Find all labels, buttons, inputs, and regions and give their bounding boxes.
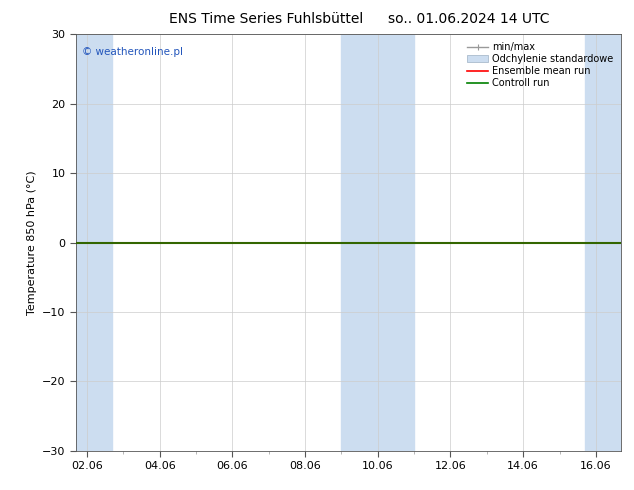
Y-axis label: Temperature 850 hPa (°C): Temperature 850 hPa (°C)	[27, 170, 37, 315]
Text: © weatheronline.pl: © weatheronline.pl	[82, 47, 183, 57]
Bar	[76, 34, 112, 451]
Text: so.. 01.06.2024 14 UTC: so.. 01.06.2024 14 UTC	[389, 12, 550, 26]
Bar	[342, 34, 414, 451]
Text: ENS Time Series Fuhlsbüttel: ENS Time Series Fuhlsbüttel	[169, 12, 363, 26]
Legend: min/max, Odchylenie standardowe, Ensemble mean run, Controll run: min/max, Odchylenie standardowe, Ensembl…	[464, 39, 616, 91]
Bar	[585, 34, 621, 451]
